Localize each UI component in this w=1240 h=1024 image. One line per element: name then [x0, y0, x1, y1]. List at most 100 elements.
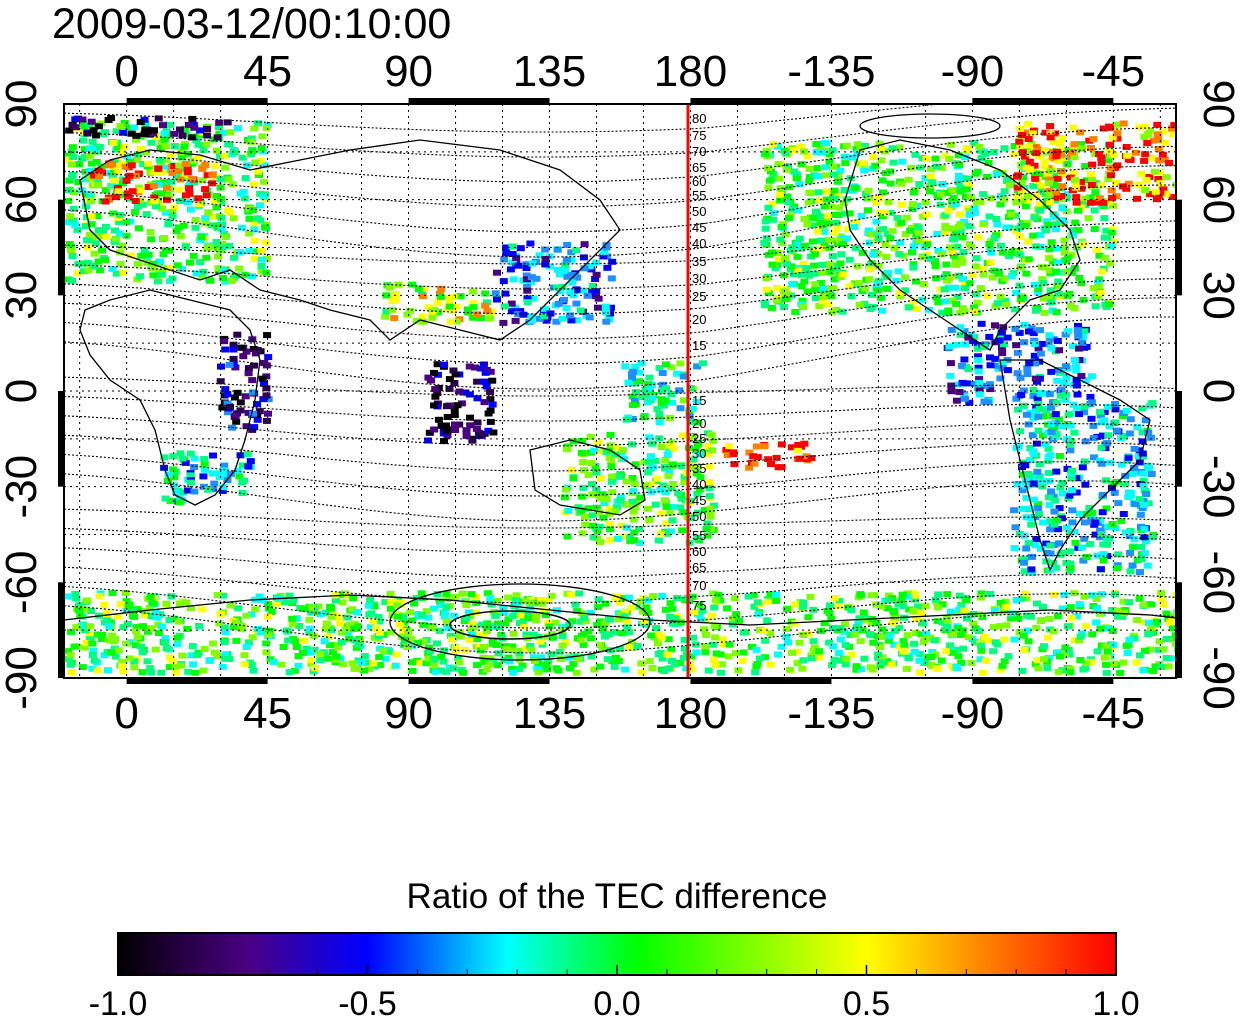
tec-cell — [917, 609, 925, 616]
tec-cell — [526, 642, 535, 649]
tec-cell — [955, 606, 964, 613]
tec-cell — [180, 143, 189, 150]
tec-cell — [187, 652, 196, 659]
tec-cell — [1135, 459, 1144, 466]
tec-cell — [868, 291, 876, 298]
tec-cell — [572, 247, 581, 254]
bottom-lon-label: 45 — [243, 689, 292, 738]
tec-cell — [203, 245, 212, 252]
tec-cell — [622, 478, 631, 485]
tec-cell — [761, 151, 770, 157]
mlat-contour — [64, 107, 1176, 158]
tec-cell — [94, 167, 103, 174]
tec-cell — [375, 662, 384, 669]
tec-cell — [709, 590, 718, 597]
tec-cell — [783, 606, 792, 613]
tec-cell — [835, 650, 844, 656]
tec-cell — [98, 631, 107, 638]
tec-cell — [1144, 631, 1153, 638]
right-lat-label: -60 — [1194, 551, 1240, 615]
tec-cell — [692, 470, 701, 477]
tec-cell — [248, 389, 257, 396]
tec-cell — [588, 491, 597, 498]
tec-cell — [1007, 610, 1016, 617]
tec-cell — [382, 292, 391, 299]
tec-cell — [629, 537, 638, 544]
tec-cell — [541, 246, 550, 253]
tec-cell — [1031, 360, 1040, 367]
tec-cell — [101, 198, 110, 205]
tec-cell — [233, 389, 242, 396]
tec-cell — [198, 177, 207, 184]
tec-cell — [146, 593, 155, 600]
tec-cell — [800, 278, 809, 285]
tec-cell — [1155, 157, 1164, 164]
tec-cell — [629, 402, 638, 409]
tec-cell — [1147, 471, 1156, 477]
tec-cell — [509, 630, 518, 637]
frame-bar-top — [972, 98, 1114, 104]
tec-cell — [585, 263, 594, 270]
tec-cell — [221, 346, 230, 353]
tec-cell — [211, 162, 220, 169]
tec-cell — [555, 648, 564, 655]
tec-cell — [1111, 591, 1120, 598]
tec-cell — [1151, 188, 1160, 195]
tec-cell — [606, 442, 615, 449]
tec-cell — [94, 182, 102, 189]
tec-cell — [975, 391, 984, 398]
tec-cell — [1035, 358, 1044, 365]
tec-cell — [819, 294, 828, 300]
tec-cell — [449, 665, 458, 672]
tec-cell — [437, 602, 446, 609]
tec-cell — [897, 201, 906, 208]
tec-cell — [444, 625, 453, 632]
tec-cell — [793, 648, 801, 655]
tec-cell — [350, 665, 359, 672]
tec-cell — [253, 412, 262, 418]
tec-cell — [527, 274, 536, 281]
tec-cell — [666, 613, 675, 620]
tec-cell — [260, 380, 268, 387]
tec-cell — [641, 391, 650, 398]
tec-cell — [1072, 376, 1081, 383]
tec-cell — [219, 274, 227, 281]
tec-cell — [476, 365, 485, 372]
tec-cell — [469, 288, 478, 295]
tec-cell — [166, 152, 175, 159]
tec-cell — [919, 638, 928, 645]
tec-cell — [337, 639, 346, 646]
tec-cell — [1029, 386, 1038, 393]
tec-cell — [879, 189, 888, 196]
tec-cell — [731, 650, 740, 657]
tec-cell — [1083, 510, 1092, 517]
tec-cell — [239, 188, 248, 195]
tec-cell — [243, 451, 252, 457]
tec-cell — [866, 306, 875, 312]
tec-cell — [975, 387, 984, 394]
tec-cell — [837, 251, 846, 258]
tec-cell — [1066, 440, 1075, 447]
tec-cell — [945, 284, 953, 291]
tec-cell — [85, 152, 94, 159]
tec-cell — [811, 251, 819, 258]
tec-cell — [970, 380, 979, 387]
tec-cell — [593, 528, 602, 535]
tec-cell — [216, 176, 225, 183]
tec-cell — [923, 241, 932, 248]
colorbar-tick-label: 0.5 — [843, 985, 890, 1023]
tec-cell — [1150, 168, 1159, 175]
frame-bar-top — [126, 98, 268, 104]
tec-cell — [786, 247, 795, 254]
tec-cell — [345, 622, 354, 629]
tec-cell — [972, 255, 981, 262]
tec-cell — [522, 276, 531, 283]
tec-cell — [1010, 507, 1019, 514]
tec-cell — [652, 625, 661, 632]
tec-cell — [1041, 441, 1050, 447]
tec-cell — [1025, 158, 1034, 165]
tec-cell — [957, 601, 966, 608]
tec-cell — [216, 153, 225, 160]
tec-cell — [467, 632, 476, 638]
tec-cell — [883, 230, 892, 237]
